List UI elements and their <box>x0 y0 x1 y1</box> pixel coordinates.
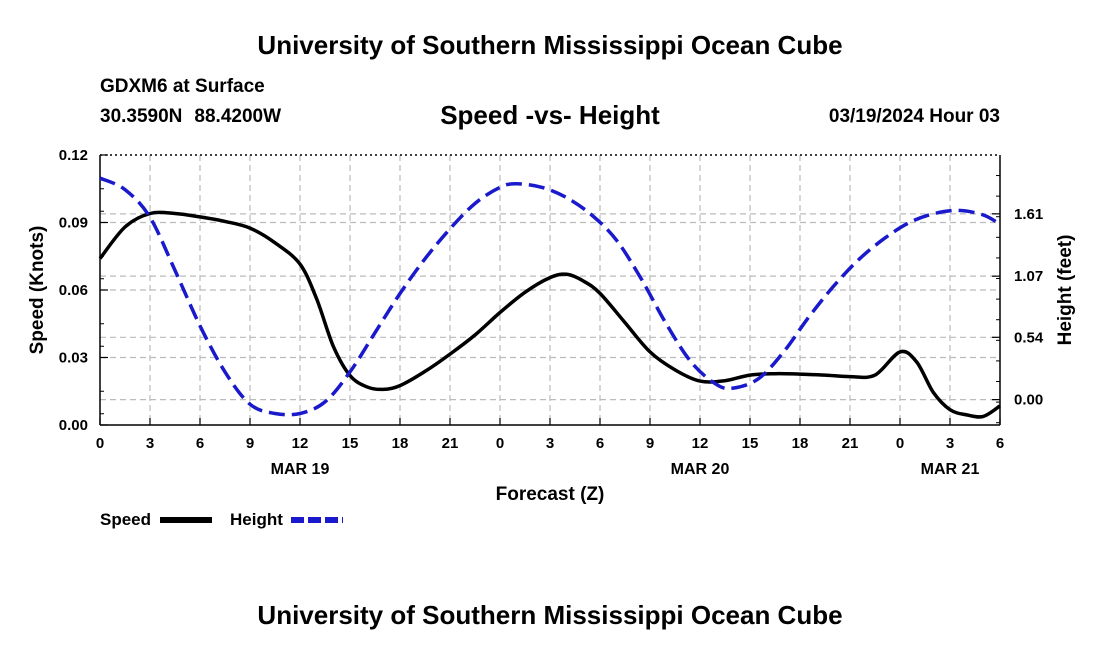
y-axis-label-left: Speed (Knots) <box>27 226 48 355</box>
coordinates: 30.3590N 88.4200W <box>100 106 281 128</box>
x-tick-label: 21 <box>842 435 859 452</box>
x-tick-label: 12 <box>692 435 709 452</box>
x-tick-label: 18 <box>792 435 809 452</box>
speed-height-chart: 0 3 6 9 12 15 18 21 0 3 6 9 12 15 18 21 0 3 6 0.00 0.03 0.06 0… <box>27 147 1076 529</box>
height-series-line <box>99 176 1001 417</box>
x-tick-label: 3 <box>146 435 154 452</box>
date-label: MAR 21 <box>921 461 980 478</box>
x-tick-label: 3 <box>946 435 954 452</box>
y-tick-label-left: 0.00 <box>59 417 88 434</box>
y-tick-label-right: 0.54 <box>1014 329 1044 346</box>
y-tick-label-left: 0.06 <box>59 282 88 299</box>
x-tick-label: 6 <box>196 435 204 452</box>
footer-title: University of Southern Mississippi Ocean… <box>257 600 843 630</box>
station-line: GDXM6 at Surface <box>100 76 265 97</box>
y-tick-label-left: 0.12 <box>59 147 88 164</box>
legend-speed-label: Speed <box>100 510 151 529</box>
y-tick-label-right: 0.00 <box>1014 392 1043 409</box>
legend-height-label: Height <box>230 510 283 529</box>
latitude: 30.3590N <box>100 106 183 127</box>
forecast-datetime: 03/19/2024 Hour 03 <box>828 106 1000 127</box>
x-tick-label: 21 <box>442 435 459 452</box>
longitude: 88.4200W <box>194 106 282 127</box>
x-tick-label: 6 <box>996 435 1004 452</box>
y-tick-label-left: 0.09 <box>59 215 88 232</box>
date-label: MAR 20 <box>671 461 730 478</box>
x-tick-label: 9 <box>246 435 254 452</box>
x-tick-label: 15 <box>742 435 759 452</box>
header-title: University of Southern Mississippi Ocean… <box>257 30 843 60</box>
chart-title: Speed -vs- Height <box>440 100 660 130</box>
x-axis-label: Forecast (Z) <box>496 484 605 505</box>
x-tick-label: 9 <box>646 435 654 452</box>
x-tick-label: 6 <box>596 435 604 452</box>
x-tick-label: 18 <box>392 435 409 452</box>
x-tick-label: 3 <box>546 435 554 452</box>
x-tick-label: 0 <box>496 435 504 452</box>
x-tick-label: 0 <box>896 435 904 452</box>
x-tick-label: 15 <box>342 435 359 452</box>
date-label: MAR 19 <box>271 461 330 478</box>
y-tick-label-right: 1.07 <box>1014 268 1043 285</box>
y-tick-label-right: 1.61 <box>1014 206 1043 223</box>
legend: Speed Height <box>100 510 343 529</box>
x-tick-label: 0 <box>96 435 104 452</box>
y-axis-label-right: Height (feet) <box>1055 235 1076 346</box>
x-tick-label: 12 <box>292 435 309 452</box>
y-tick-label-left: 0.03 <box>59 350 88 367</box>
speed-series-line <box>98 210 1001 419</box>
